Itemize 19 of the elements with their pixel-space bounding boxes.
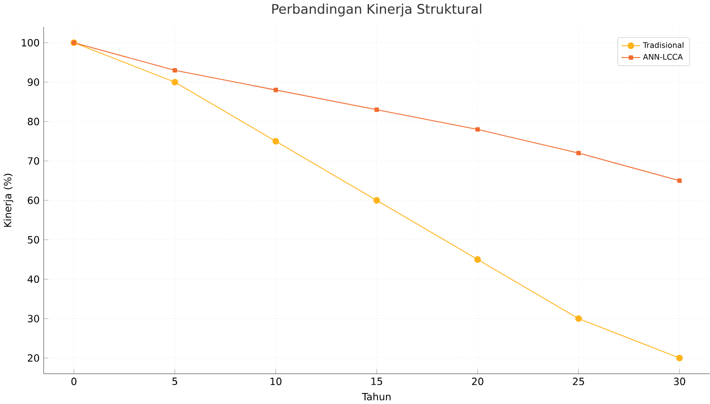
x-tick-label: 0: [71, 378, 76, 386]
x-tick-label: 30: [674, 378, 686, 386]
x-tick-label: 10: [270, 378, 282, 386]
x-tick-label: 20: [472, 378, 484, 386]
y-tick-label: 70: [28, 157, 40, 165]
x-tick-label: 15: [371, 378, 382, 385]
y-axis-title: Kinerja (%): [4, 174, 14, 227]
chart-title: Perbandingan Kinerja Struktural: [272, 4, 482, 16]
y-tick-label: 40: [28, 275, 40, 283]
y-tick-label: 30: [28, 314, 40, 322]
y-tick-label: 80: [28, 118, 40, 126]
x-tick-label: 25: [572, 378, 584, 386]
y-tick-label: 60: [28, 196, 40, 204]
y-tick-label: 90: [28, 78, 40, 86]
y-tick-label: 100: [22, 38, 40, 46]
x-tick-label: 5: [172, 378, 178, 385]
y-tick-label: 50: [28, 236, 40, 244]
x-axis-title: Tahun: [362, 392, 391, 400]
y-tick-label: 20: [28, 354, 40, 362]
